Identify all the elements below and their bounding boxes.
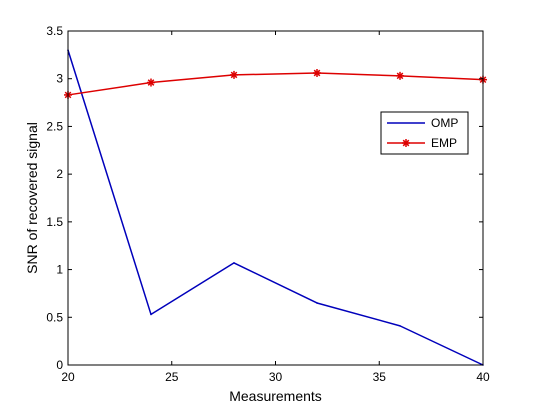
x-axis-ticks: 20 25 30 35 40 <box>61 31 490 384</box>
data-point-emp <box>396 71 404 80</box>
data-point-omp <box>399 325 401 327</box>
x-tick-label: 40 <box>476 370 490 384</box>
data-point-emp <box>230 70 238 79</box>
x-tick-label: 30 <box>269 370 283 384</box>
y-tick-label: 1.5 <box>46 215 63 229</box>
y-tick-label: 3 <box>56 72 63 86</box>
x-tick-label: 35 <box>373 370 387 384</box>
legend-marker-emp <box>402 139 410 147</box>
y-tick-label: 2.5 <box>46 119 63 133</box>
data-point-emp <box>313 68 321 77</box>
x-tick-label: 20 <box>61 370 75 384</box>
legend-label-omp: OMP <box>431 116 458 130</box>
y-axis-ticks: 0 0.5 1 1.5 2 2.5 3 3.5 <box>46 24 483 372</box>
series-line-omp <box>67 49 484 366</box>
x-tick-label: 25 <box>165 370 179 384</box>
legend-entry-emp: EMP <box>387 136 457 150</box>
legend-entry-omp: OMP <box>387 116 458 130</box>
data-point-emp <box>147 78 155 87</box>
data-point-omp <box>150 313 152 316</box>
data-point-omp <box>233 262 235 264</box>
data-point-omp <box>316 302 318 304</box>
y-tick-label: 0.5 <box>46 310 63 324</box>
x-axis-label: Measurements <box>229 388 322 404</box>
plot-background <box>68 31 483 365</box>
y-axis-label: SNR of recovered signal <box>24 122 40 274</box>
y-tick-label: 3.5 <box>46 24 63 38</box>
y-tick-label: 2 <box>56 167 63 181</box>
y-tick-label: 0 <box>56 358 63 372</box>
y-tick-label: 1 <box>56 263 63 277</box>
legend-box <box>380 111 469 155</box>
legend: OMP EMP <box>380 111 469 155</box>
series-line-emp <box>67 72 484 96</box>
legend-label-emp: EMP <box>431 136 457 150</box>
